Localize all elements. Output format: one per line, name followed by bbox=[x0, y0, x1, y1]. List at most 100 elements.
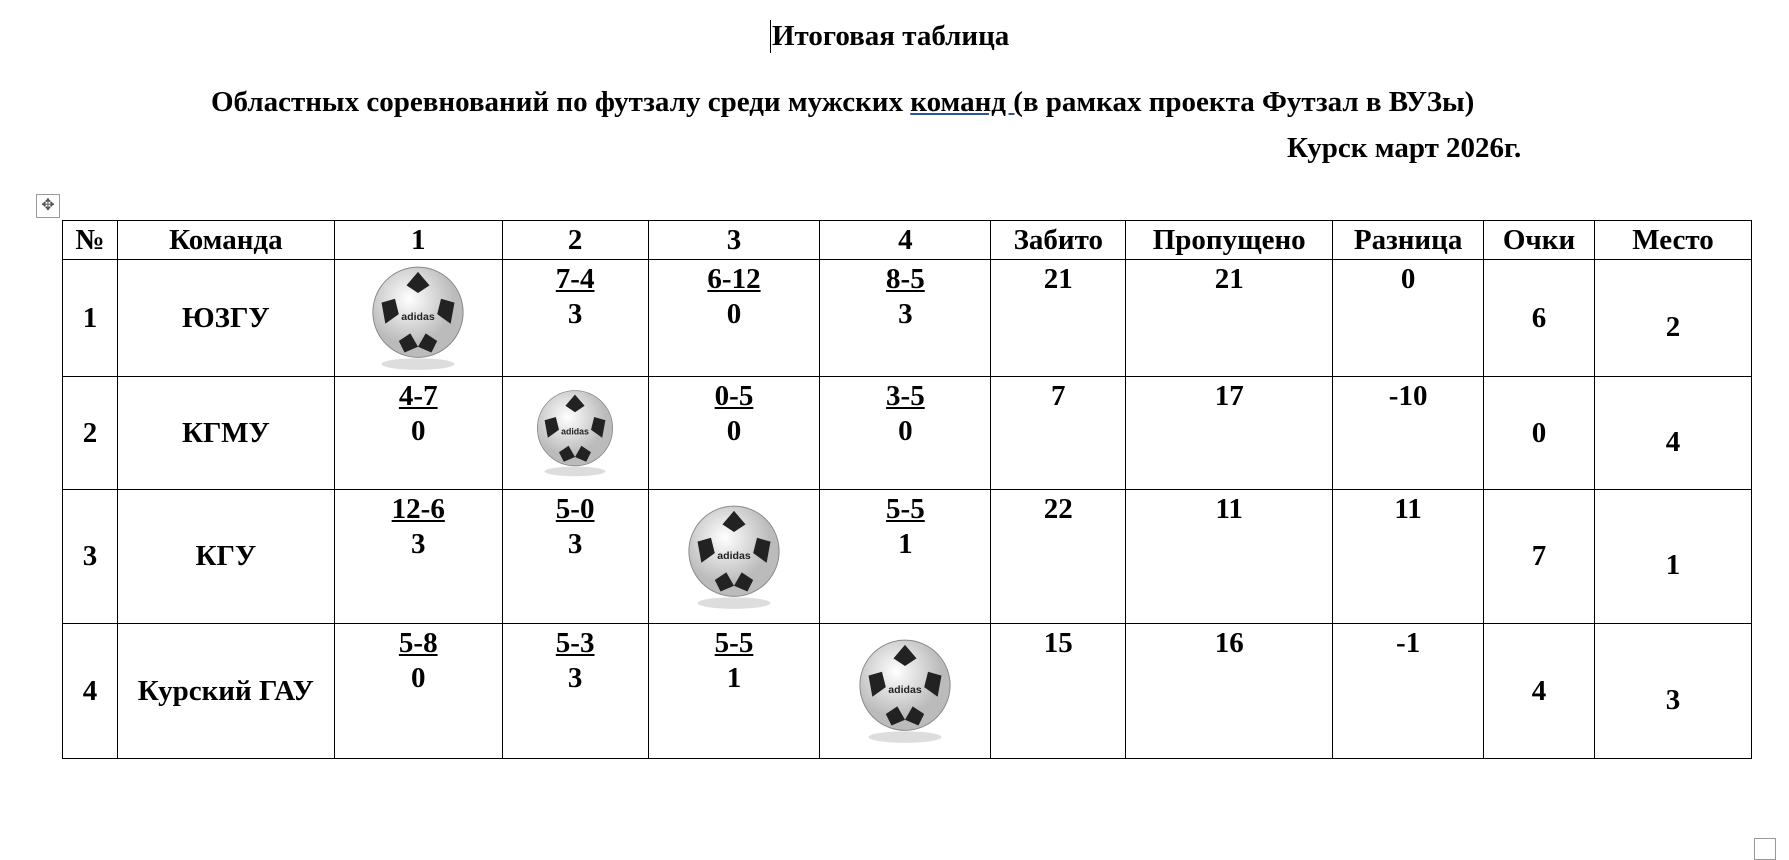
team-name: КГУ bbox=[116, 489, 335, 624]
place: 1 bbox=[1594, 489, 1752, 624]
goal-difference: 0 bbox=[1332, 259, 1485, 377]
row-number: 3 bbox=[62, 489, 118, 624]
team-name: ЮЗГУ bbox=[116, 259, 335, 377]
goal-difference: -10 bbox=[1332, 376, 1485, 490]
document-subtitle: Областных соревнований по футзалу среди … bbox=[211, 86, 1474, 119]
match-points: 3 bbox=[567, 298, 583, 330]
match-score: 6-12 bbox=[707, 263, 761, 295]
place: 2 bbox=[1594, 259, 1752, 377]
place-value: 4 bbox=[1665, 425, 1681, 458]
match-score: 0-5 bbox=[714, 380, 754, 412]
match-score: 5-5 bbox=[886, 493, 925, 525]
match-cell: 7-4 3 bbox=[501, 259, 649, 377]
column-header: 2 bbox=[501, 220, 649, 260]
table-resize-handle[interactable] bbox=[1754, 838, 1776, 860]
column-header: Команда bbox=[116, 220, 335, 260]
match-points: 0 bbox=[410, 662, 426, 694]
goals-scored: 7 bbox=[990, 376, 1127, 490]
place: 3 bbox=[1594, 623, 1752, 759]
goals-scored: 21 bbox=[990, 259, 1127, 377]
header-row: № Команда 1 2 3 4 Забито Пропущено Разница Очки Ме… bbox=[62, 220, 1752, 260]
column-header: № bbox=[62, 220, 118, 260]
goals-scored: 15 bbox=[990, 623, 1127, 759]
table-move-handle-icon[interactable]: ✥ bbox=[36, 194, 60, 218]
column-header: 4 bbox=[819, 220, 992, 260]
goals-conceded: 17 bbox=[1125, 376, 1334, 490]
match-points: 1 bbox=[726, 662, 742, 694]
match-points: 3 bbox=[898, 298, 913, 330]
points: 6 bbox=[1483, 259, 1596, 377]
svg-text:adidas: adidas bbox=[561, 427, 589, 437]
soccer-ball-icon: adidas bbox=[372, 266, 464, 370]
match-cell: 4-7 0 bbox=[333, 376, 503, 490]
match-score: 3-5 bbox=[886, 380, 925, 412]
diagonal-cell: adidas bbox=[333, 259, 503, 377]
column-header: 1 bbox=[333, 220, 503, 260]
match-score: 8-5 bbox=[886, 263, 925, 295]
match-points: 0 bbox=[726, 415, 742, 447]
goal-difference: 11 bbox=[1332, 489, 1485, 624]
match-cell: 3-5 0 bbox=[819, 376, 992, 490]
team-name: КГМУ bbox=[116, 376, 335, 490]
svg-text:adidas: adidas bbox=[402, 311, 436, 323]
column-header: Пропущено bbox=[1125, 220, 1334, 260]
results-table: № Команда 1 2 3 4 Забито Пропущено Разница Очки Ме… bbox=[62, 220, 1752, 759]
goals-conceded: 16 bbox=[1125, 623, 1334, 759]
subtitle-part: Областных соревнований по футзалу среди … bbox=[211, 86, 911, 118]
match-cell: 12-6 3 bbox=[333, 489, 503, 624]
points: 7 bbox=[1483, 489, 1596, 624]
soccer-ball-icon: adidas bbox=[859, 639, 951, 743]
city-date: Курск март 2026г. bbox=[1287, 132, 1522, 164]
place-value: 1 bbox=[1665, 549, 1681, 581]
match-score: 5-3 bbox=[555, 627, 595, 659]
match-points: 3 bbox=[410, 528, 426, 560]
team-name: Курский ГАУ bbox=[116, 623, 335, 759]
soccer-ball-icon: adidas bbox=[688, 505, 780, 609]
goals-conceded: 21 bbox=[1125, 259, 1334, 377]
soccer-ball-icon: adidas bbox=[537, 390, 614, 477]
goal-difference: -1 bbox=[1332, 623, 1485, 759]
match-score: 4-7 bbox=[398, 380, 438, 412]
table-row: 2 КГМУ 4-7 0 adidas 0-5 0 3-5 0 7 17 -10 0 4 bbox=[62, 376, 1752, 490]
match-points: 0 bbox=[726, 298, 742, 330]
svg-text:adidas: adidas bbox=[889, 684, 923, 696]
diagonal-cell: adidas bbox=[819, 623, 992, 759]
match-cell: 0-5 0 bbox=[647, 376, 821, 490]
match-cell: 5-8 0 bbox=[333, 623, 503, 759]
table-row: 4 Курский ГАУ 5-8 0 5-3 3 5-5 1 adidas 15 16 -1 4 3 bbox=[62, 623, 1752, 759]
table-row: 1 ЮЗГУ adidas 7-4 3 6-12 0 8-5 3 21 21 0 6 2 bbox=[62, 259, 1752, 377]
table-row: 3 КГУ 12-6 3 5-0 3 adidas 5-5 1 22 11 11 7 1 bbox=[62, 489, 1752, 624]
column-header: Очки bbox=[1483, 220, 1596, 260]
column-header: Забито bbox=[990, 220, 1127, 260]
svg-text:adidas: adidas bbox=[717, 549, 751, 561]
column-header: Разница bbox=[1332, 220, 1485, 260]
subtitle-underlined: команд ( bbox=[910, 86, 1023, 118]
subtitle-part: в рамках проекта Футзал в ВУЗы) bbox=[1022, 86, 1475, 118]
column-header: Место bbox=[1594, 220, 1752, 260]
row-number: 4 bbox=[62, 623, 118, 759]
match-score: 12-6 bbox=[391, 493, 445, 525]
match-cell: 5-5 1 bbox=[647, 623, 821, 759]
goals-scored: 22 bbox=[990, 489, 1127, 624]
goals-conceded: 11 bbox=[1125, 489, 1334, 624]
place-value: 3 bbox=[1665, 683, 1681, 716]
match-points: 3 bbox=[567, 528, 583, 560]
match-score: 7-4 bbox=[555, 263, 595, 295]
match-score: 5-0 bbox=[555, 493, 595, 525]
match-points: 0 bbox=[410, 415, 426, 447]
place: 4 bbox=[1594, 376, 1752, 490]
match-cell: 8-5 3 bbox=[819, 259, 992, 377]
match-score: 5-5 bbox=[714, 627, 754, 659]
match-points: 1 bbox=[898, 528, 913, 560]
match-cell: 5-5 1 bbox=[819, 489, 992, 624]
points: 4 bbox=[1483, 623, 1596, 759]
document-title: Итоговая таблица bbox=[770, 20, 1010, 53]
row-number: 2 bbox=[62, 376, 118, 490]
match-cell: 5-3 3 bbox=[501, 623, 649, 759]
match-score: 5-8 bbox=[398, 627, 438, 659]
diagonal-cell: adidas bbox=[501, 376, 649, 490]
match-cell: 6-12 0 bbox=[647, 259, 821, 377]
points: 0 bbox=[1483, 376, 1596, 490]
match-points: 0 bbox=[898, 415, 913, 447]
match-points: 3 bbox=[567, 662, 583, 694]
